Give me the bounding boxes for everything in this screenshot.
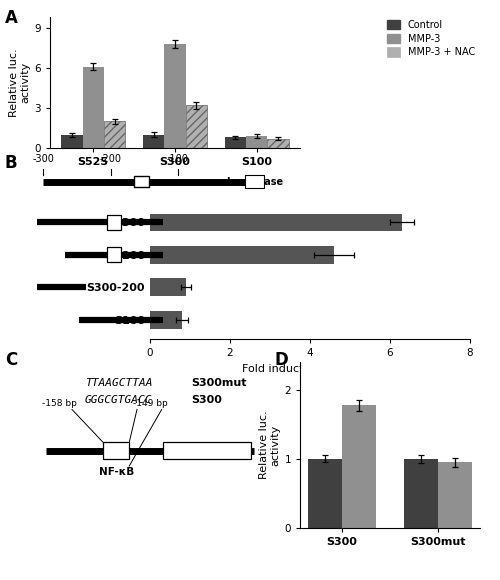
Text: -200: -200 [100, 154, 122, 164]
Text: -149 bp: -149 bp [132, 398, 168, 408]
Bar [62, 135, 82, 148]
Bar [104, 121, 125, 148]
Text: Luciferase: Luciferase [226, 177, 283, 187]
Text: D: D [275, 351, 289, 369]
FancyBboxPatch shape [163, 443, 252, 459]
Bar [164, 44, 186, 148]
Text: A: A [5, 9, 18, 27]
Text: NF-κB: NF-κB [98, 467, 134, 477]
FancyBboxPatch shape [245, 175, 264, 188]
Text: -300: -300 [32, 154, 54, 164]
Text: S300mut: S300mut [192, 378, 247, 388]
Text: -158 bp: -158 bp [42, 398, 76, 408]
Bar [342, 405, 376, 528]
Text: B: B [5, 154, 18, 172]
Bar [150, 278, 186, 296]
Bar [225, 137, 246, 148]
Bar [82, 67, 104, 148]
Bar [150, 246, 334, 264]
Text: TTAAGCTTAA: TTAAGCTTAA [85, 378, 152, 388]
Bar [246, 136, 268, 148]
Text: -100: -100 [167, 154, 188, 164]
Bar [308, 459, 342, 528]
Text: S300: S300 [192, 395, 222, 405]
Bar [186, 106, 207, 148]
Legend: Control, MMP-3, MMP-3 + NAC: Control, MMP-3, MMP-3 + NAC [388, 20, 475, 57]
Bar [143, 135, 165, 148]
Bar [134, 176, 149, 187]
Y-axis label: Relative luc.
activity: Relative luc. activity [258, 411, 280, 480]
Bar [150, 213, 402, 231]
Bar [268, 139, 288, 148]
Text: Luciferase: Luciferase [175, 446, 240, 456]
Bar [404, 459, 438, 528]
Bar [150, 311, 182, 329]
Bar [103, 443, 129, 459]
Bar [107, 215, 121, 230]
Y-axis label: Relative luc.
activity: Relative luc. activity [8, 48, 30, 117]
Text: C: C [5, 351, 17, 369]
X-axis label: Fold induction by MMP-3: Fold induction by MMP-3 [242, 364, 378, 374]
Bar [107, 248, 121, 262]
Text: GGGCGTGACC: GGGCGTGACC [85, 395, 152, 405]
Bar [438, 462, 472, 528]
